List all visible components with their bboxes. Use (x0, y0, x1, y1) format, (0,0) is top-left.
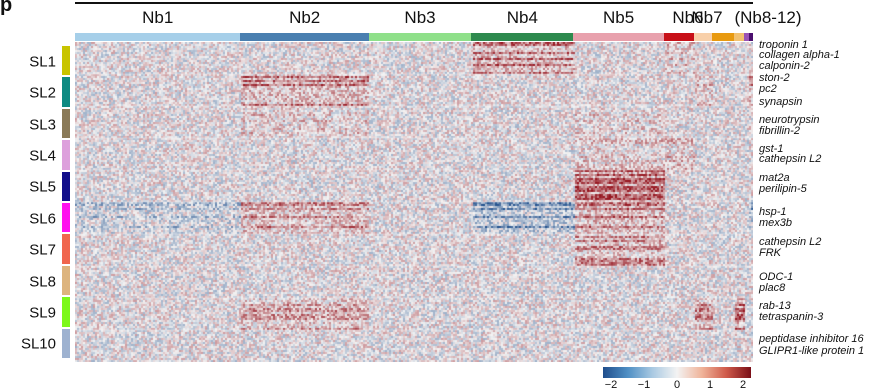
nb-segment (368, 33, 472, 41)
sl-segment (62, 46, 70, 76)
gene-label: troponin 1 (759, 39, 808, 51)
sl-segment (62, 108, 70, 139)
gene-label: rab-13 (759, 300, 791, 312)
gene-label: ODC-1 (759, 271, 794, 283)
nb-label: Nb4 (506, 8, 538, 27)
sl-segment (62, 140, 70, 170)
gene-label: tetraspanin-3 (759, 311, 824, 323)
color-scale-tick: 2 (739, 379, 747, 391)
nb-label: Nb3 (404, 8, 436, 27)
gene-label: peptidase inhibitor 16 (759, 333, 864, 345)
gene-label: mex3b (759, 217, 793, 229)
nb-segment (471, 33, 574, 41)
nb-segment (240, 33, 369, 41)
gene-label: plac8 (759, 282, 786, 294)
nb-segment (573, 33, 664, 41)
sl-label: SL10 (20, 335, 56, 353)
gene-label: gst-1 (759, 143, 784, 155)
gene-label: perilipin-5 (759, 183, 807, 195)
nb-label: Nb7 (691, 8, 723, 27)
nb-segment (733, 33, 744, 41)
nb-merged-label: (Nb8-12) (734, 8, 802, 27)
sl-label: SL8 (29, 273, 56, 290)
sl-label: SL1 (29, 53, 56, 71)
nb-segment (75, 33, 241, 41)
gene-label: FRK (759, 247, 781, 259)
expression-heatmap (75, 42, 753, 362)
gene-label: ston-2 (759, 72, 790, 84)
color-scale-tick: −1 (637, 379, 651, 391)
panel-letter: p (0, 0, 13, 16)
neuroblast-color-bar (75, 33, 753, 41)
sl-label: SL5 (29, 178, 56, 196)
gene-label: cathepsin L2 (759, 153, 822, 165)
gene-label: GLIPR1-like protein 1 (759, 345, 865, 357)
top-rule (75, 2, 753, 4)
gene-label: mat2a (759, 172, 790, 184)
sl-label: SL4 (29, 147, 56, 165)
sl-label: SL2 (29, 84, 56, 102)
color-scale-tick: 0 (673, 379, 681, 391)
nb-segment (663, 33, 694, 41)
sl-label: SL9 (29, 304, 56, 322)
sl-segment (62, 328, 70, 358)
gene-label: neurotrypsin (759, 114, 820, 126)
nb-segment (748, 33, 753, 41)
gene-label: hsp-1 (759, 206, 787, 218)
sl-label: SL6 (29, 210, 56, 228)
gene-label: pc2 (759, 83, 777, 95)
color-scale-bar (603, 367, 751, 378)
subcluster-color-bar (62, 46, 70, 360)
sl-label: SL3 (29, 116, 56, 133)
neuroblast-labels: Nb1 Nb2 Nb3 Nb4 Nb5 Nb6 Nb7 (Nb8-12) (0, 8, 888, 32)
nb-label: Nb1 (142, 8, 174, 27)
sl-segment (62, 297, 70, 327)
nb-label: Nb2 (289, 8, 321, 27)
sl-segment (62, 171, 70, 201)
nb-segment (743, 33, 749, 41)
nb-segment (693, 33, 712, 41)
gene-label: collagen alpha-1 (759, 49, 840, 61)
sl-segment (62, 77, 70, 107)
sl-segment (62, 234, 70, 264)
nb-label: Nb5 (603, 8, 635, 27)
color-scale-tick: 1 (706, 379, 714, 391)
gene-label: cathepsin L2 (759, 236, 822, 248)
sl-segment (62, 265, 70, 296)
color-scale-tick: −2 (604, 379, 618, 391)
gene-label: fibrillin-2 (759, 125, 800, 137)
sl-segment (62, 202, 70, 233)
nb-segment (711, 33, 734, 41)
nb-label: Nb6 (672, 8, 704, 27)
gene-label: synapsin (759, 96, 803, 108)
gene-label: calponin-2 (759, 60, 810, 72)
sl-label: SL7 (29, 241, 56, 259)
